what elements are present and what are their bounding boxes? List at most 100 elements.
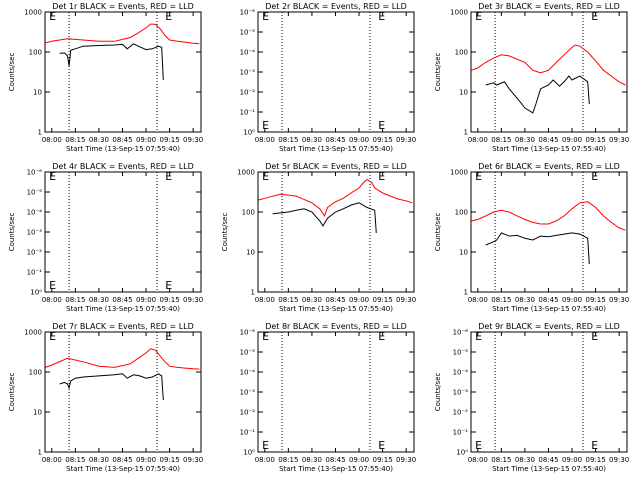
y-axis-label: Counts/sec bbox=[8, 213, 16, 252]
chart-title: Det 9r BLACK = Events, RED = LLD bbox=[478, 322, 620, 331]
events-rate-series bbox=[272, 202, 377, 233]
x-axis-label: Start Time (13-Sep-15 07:55:40) bbox=[66, 465, 180, 473]
x-tick-label: 09:00 bbox=[562, 456, 582, 464]
x-tick-label: 09:30 bbox=[609, 136, 629, 144]
chart-panel-8: Det 8r BLACK = Events, RED = LLD 08:00 08:… bbox=[240, 322, 417, 473]
x-tick-label: 08:45 bbox=[538, 456, 558, 464]
chart-title: Det 8r BLACK = Events, RED = LLD bbox=[265, 322, 407, 331]
y-tick-label: 10 bbox=[246, 249, 255, 257]
y-tick-label: 10⁻⁶ bbox=[240, 9, 256, 17]
x-tick-label: 09:30 bbox=[396, 136, 416, 144]
y-tick-label: 10⁻⁴ bbox=[453, 369, 469, 377]
x-tick-label: 08:00 bbox=[255, 296, 275, 304]
events-rate-series bbox=[59, 373, 164, 401]
y-tick-label: 10⁻² bbox=[240, 409, 256, 417]
event-marker-label: E bbox=[475, 330, 482, 343]
x-tick-label: 08:00 bbox=[255, 136, 275, 144]
x-tick-label: 09:30 bbox=[609, 296, 629, 304]
plot-frame bbox=[44, 11, 202, 133]
x-tick-label: 08:30 bbox=[89, 456, 109, 464]
event-marker-label: E bbox=[165, 330, 172, 343]
chart-title: Det 1r BLACK = Events, RED = LLD bbox=[52, 2, 194, 11]
x-tick-label: 08:30 bbox=[515, 296, 535, 304]
x-tick-label: 08:00 bbox=[468, 136, 488, 144]
x-axis-label: Start Time (13-Sep-15 07:55:40) bbox=[279, 305, 393, 313]
lld-rate-series bbox=[471, 201, 626, 231]
y-tick-label: 1000 bbox=[24, 9, 42, 17]
event-marker-label: E bbox=[378, 10, 385, 23]
lld-rate-series bbox=[45, 23, 200, 45]
x-tick-label: 08:00 bbox=[42, 296, 62, 304]
plot-frame bbox=[470, 11, 628, 133]
x-tick-label: 08:15 bbox=[65, 296, 85, 304]
y-tick-label: 1 bbox=[464, 129, 468, 137]
y-tick-label: 10⁻³ bbox=[240, 389, 256, 397]
x-tick-label: 09:00 bbox=[136, 136, 156, 144]
x-axis-label: Start Time (13-Sep-15 07:55:40) bbox=[492, 145, 606, 153]
x-tick-label: 08:45 bbox=[112, 456, 132, 464]
x-tick-label: 09:15 bbox=[372, 456, 392, 464]
x-tick-label: 08:15 bbox=[278, 296, 298, 304]
y-tick-label: 10⁻⁵ bbox=[240, 349, 256, 357]
y-tick-label: 10⁻⁶ bbox=[240, 329, 256, 337]
plot-frame bbox=[257, 331, 415, 453]
x-tick-label: 09:30 bbox=[396, 296, 416, 304]
event-marker-label: E bbox=[591, 439, 598, 452]
event-marker-label: E bbox=[165, 279, 172, 292]
x-tick-label: 09:30 bbox=[609, 456, 629, 464]
event-marker-label: E bbox=[262, 119, 269, 132]
chart-title: Det 6r BLACK = Events, RED = LLD bbox=[478, 162, 620, 171]
lld-rate-series bbox=[258, 178, 413, 218]
y-tick-label: 1 bbox=[251, 289, 255, 297]
y-tick-label: 1 bbox=[38, 129, 42, 137]
chart-title: Det 3r BLACK = Events, RED = LLD bbox=[478, 2, 620, 11]
chart-panel-9: Det 9r BLACK = Events, RED = LLD 08:00 08:… bbox=[434, 322, 629, 473]
x-tick-label: 09:30 bbox=[183, 136, 203, 144]
y-tick-label: 10⁻⁴ bbox=[240, 369, 256, 377]
x-tick-label: 08:45 bbox=[112, 136, 132, 144]
x-tick-label: 08:00 bbox=[42, 136, 62, 144]
event-marker-label: E bbox=[49, 279, 56, 292]
y-tick-label: 1 bbox=[38, 449, 42, 457]
y-tick-label: 10⁻⁶ bbox=[453, 329, 469, 337]
x-tick-label: 09:15 bbox=[159, 456, 179, 464]
x-axis-label: Start Time (13-Sep-15 07:55:40) bbox=[279, 465, 393, 473]
y-tick-label: 10⁻³ bbox=[27, 229, 43, 237]
x-tick-label: 09:15 bbox=[159, 296, 179, 304]
x-tick-label: 08:00 bbox=[468, 456, 488, 464]
x-tick-label: 09:15 bbox=[159, 136, 179, 144]
event-marker-label: E bbox=[49, 170, 56, 183]
x-tick-label: 08:30 bbox=[302, 456, 322, 464]
lld-rate-series bbox=[471, 44, 626, 86]
event-marker-label: E bbox=[591, 330, 598, 343]
event-marker-label: E bbox=[378, 330, 385, 343]
x-tick-label: 09:15 bbox=[372, 296, 392, 304]
y-tick-label: 10 bbox=[33, 409, 42, 417]
events-rate-series bbox=[485, 232, 590, 265]
y-tick-label: 100 bbox=[29, 369, 42, 377]
y-tick-label: 100 bbox=[455, 209, 468, 217]
plot-frame bbox=[470, 331, 628, 453]
event-marker-label: E bbox=[165, 10, 172, 23]
x-tick-label: 09:15 bbox=[372, 136, 392, 144]
lld-rate-series bbox=[45, 348, 200, 370]
y-tick-label: 10⁻³ bbox=[240, 69, 256, 77]
y-axis-label: Counts/sec bbox=[221, 213, 229, 252]
y-tick-label: 10⁰ bbox=[243, 129, 255, 137]
events-rate-series bbox=[59, 43, 164, 81]
y-tick-label: 10 bbox=[33, 89, 42, 97]
event-marker-label: E bbox=[165, 170, 172, 183]
event-marker-label: E bbox=[49, 330, 56, 343]
event-marker-label: E bbox=[591, 170, 598, 183]
y-tick-label: 10⁻² bbox=[240, 89, 256, 97]
x-tick-label: 08:00 bbox=[255, 456, 275, 464]
x-tick-label: 08:45 bbox=[325, 136, 345, 144]
event-marker-label: E bbox=[378, 439, 385, 452]
x-tick-label: 09:30 bbox=[183, 456, 203, 464]
plot-frame bbox=[470, 171, 628, 293]
y-axis-label: Counts/sec bbox=[434, 213, 442, 252]
event-marker-label: E bbox=[591, 10, 598, 23]
event-marker-label: E bbox=[262, 330, 269, 343]
